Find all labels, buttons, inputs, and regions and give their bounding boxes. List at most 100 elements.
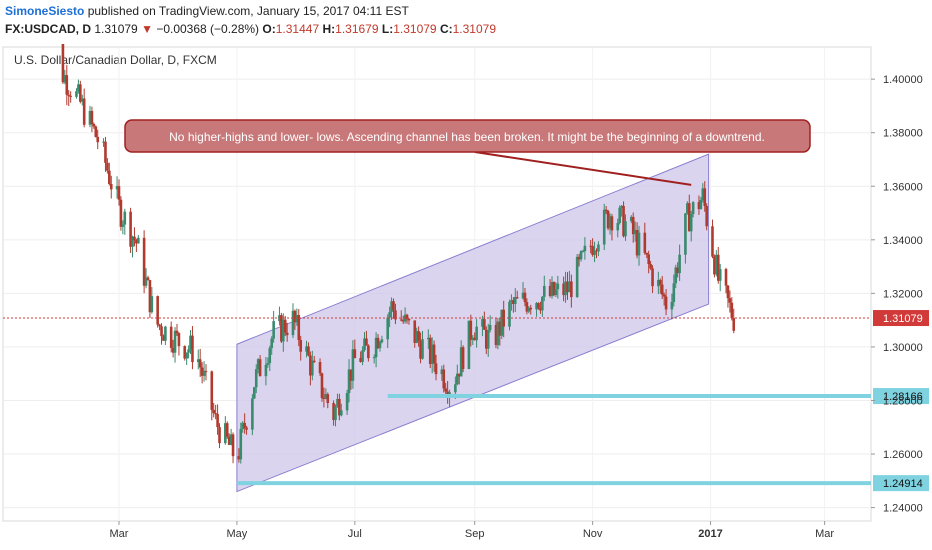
x-tick-label: Jul [348,528,362,540]
y-tick-label: 1.28000 [883,395,923,407]
candle-body [214,413,217,415]
candle-body [109,184,113,190]
candle-body [459,347,463,377]
high-label: H: [322,22,336,36]
candle-body [365,338,368,346]
y-tick-label: 1.32000 [883,288,923,300]
candle-body [674,267,678,284]
candle-body [691,202,695,214]
candle-body [106,162,109,171]
candle-body [268,348,272,364]
candle-body [200,367,204,376]
candle-body [148,280,152,313]
candle-body [637,232,641,256]
candle-body [394,310,397,320]
candle-body [280,315,283,342]
candle-body [345,393,349,411]
candle-body [229,434,233,445]
candle-body [189,335,192,350]
y-tick-label: 1.26000 [883,449,923,461]
symbol-header: FX:USDCAD, D 1.31079 ▼ −0.00368 (−0.28%)… [5,22,496,36]
candle-body [633,230,637,235]
candle-body [622,205,625,237]
candle-body [204,370,208,372]
low-label: L: [381,22,394,36]
candle-body [457,373,461,377]
support-price-label: 1.28166 [883,391,923,403]
x-tick-label: Sep [465,528,485,540]
candle-body [386,317,390,340]
candle-body [264,364,268,377]
candle-body [616,222,620,231]
candle-body [407,318,411,321]
annotation-box [124,119,811,153]
published-text: published on TradingView.com, January 15… [87,4,409,18]
candle-body [678,254,681,274]
candle-body [657,279,660,287]
candle-body [131,236,134,247]
candle-body [697,202,701,210]
candle-body [715,254,718,275]
candle-body [417,331,420,341]
candle-body [413,320,417,343]
candle-body [196,359,200,363]
candle-body [67,94,71,96]
candle-body [513,297,517,304]
candle-body [579,251,583,260]
candle-body [129,211,132,247]
candle-body [658,279,662,285]
candle-body [631,216,635,235]
candle-body [94,126,98,137]
candle-body [254,369,258,388]
candle-body [589,245,592,247]
candle-body [311,360,314,376]
price-chart[interactable]: U.S. Dollar/Canadian Dollar, D, FXCM 1.2… [0,44,932,550]
candle-body [512,300,515,304]
candle-body [237,456,241,460]
candle-body [270,338,274,349]
candle-body [367,345,370,359]
y-tick-label: 1.34000 [883,235,923,247]
candle-body [581,251,585,253]
candle-body [392,301,395,311]
candle-body [380,339,384,343]
candle-body [272,321,275,339]
candle-body [305,346,308,352]
candle-body [454,384,457,393]
overlays: 1.28166 1.24914 1.31079 No higher-highs and… [3,119,929,492]
candle-body [498,321,502,336]
candle-body [535,303,538,310]
candle-body [664,296,668,310]
candle-body [117,186,121,200]
candle-body [568,281,571,293]
candle-body [419,340,422,359]
candle-body [705,205,708,227]
candle-body [79,84,82,102]
candle-body [251,398,254,430]
candle-body [455,373,459,385]
candle-body [158,324,161,327]
candle-body [312,360,316,363]
axes: 1.40000 1.38000 1.36000 1.34000 1.32000 1.300… [110,74,923,540]
candle-body [175,330,179,334]
candle-body [266,363,270,365]
candle-body [351,349,355,381]
candle-body [554,289,558,295]
candle-body [218,427,221,444]
candle-body [156,296,159,325]
candle-body [256,359,260,370]
candle-body [361,350,364,362]
candle-body [169,326,173,348]
candle-body [359,358,362,362]
candle-body [521,292,525,299]
candle-body [173,330,177,353]
candle-body [602,209,606,245]
candle-body [488,324,492,331]
candle-body [227,436,231,445]
high-value: 1.31679 [335,22,379,36]
candle-body [198,359,202,368]
candle-body [202,370,206,376]
candle-body [162,336,165,341]
author-link[interactable]: SimoneSiesto [5,4,85,18]
x-tick-label: Nov [583,528,603,540]
